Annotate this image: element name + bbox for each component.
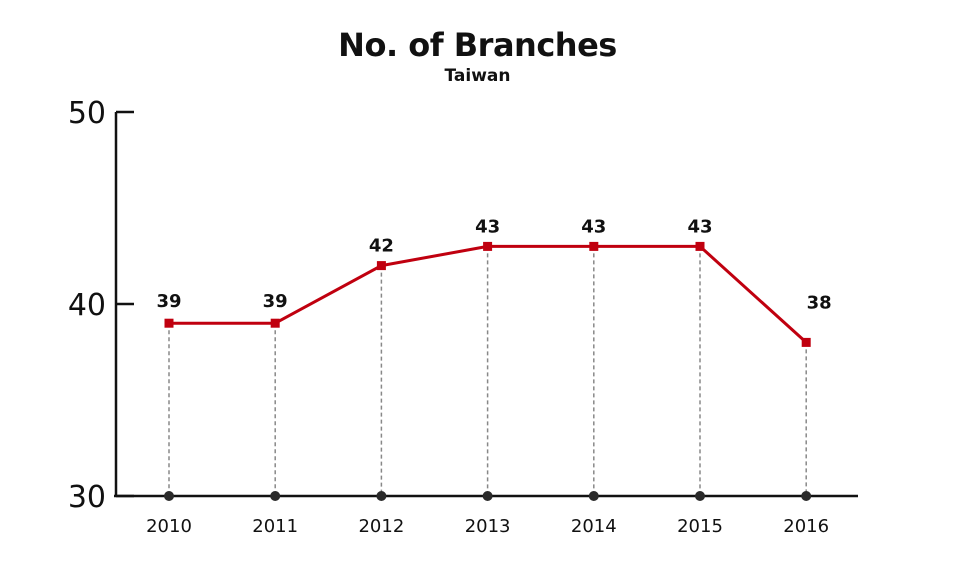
- data-label-2011: 39: [263, 291, 288, 312]
- data-label-2014: 43: [581, 216, 606, 237]
- y-tick-label-30: 30: [68, 480, 106, 515]
- data-point-2014: [589, 241, 599, 251]
- x-tick-label-2014: 2014: [571, 516, 617, 537]
- base-marker-2015: [695, 491, 705, 501]
- data-point-2016: [801, 337, 811, 347]
- data-point-2012: [376, 261, 386, 271]
- data-point-2010: [164, 318, 174, 328]
- base-marker-2016: [801, 491, 812, 501]
- base-marker-2013: [482, 491, 493, 501]
- x-tick-label-2011: 2011: [252, 516, 298, 537]
- data-label-2013: 43: [475, 216, 500, 237]
- y-tick-label-40: 40: [68, 288, 106, 323]
- x-tick-label-2010: 2010: [146, 516, 192, 537]
- data-label-2015: 43: [687, 216, 712, 237]
- data-point-2011: [270, 318, 280, 328]
- x-tick-label-2012: 2012: [358, 516, 404, 537]
- base-marker-2012: [376, 491, 387, 501]
- base-marker-2010: [164, 491, 174, 501]
- chart-subtitle: Taiwan: [444, 66, 511, 86]
- data-point-2015: [695, 241, 705, 251]
- data-label-2016: 38: [807, 292, 832, 313]
- chart-title: No. of Branches: [338, 26, 617, 64]
- x-tick-label-2015: 2015: [677, 516, 723, 537]
- base-marker-2014: [588, 491, 599, 501]
- base-marker-2011: [270, 491, 281, 501]
- x-tick-label-2013: 2013: [465, 516, 511, 537]
- data-point-2013: [483, 241, 493, 251]
- x-tick-label-2016: 2016: [783, 516, 829, 537]
- y-tick-label-50: 50: [68, 96, 106, 131]
- data-label-2012: 42: [369, 236, 394, 257]
- data-label-2010: 39: [156, 291, 181, 312]
